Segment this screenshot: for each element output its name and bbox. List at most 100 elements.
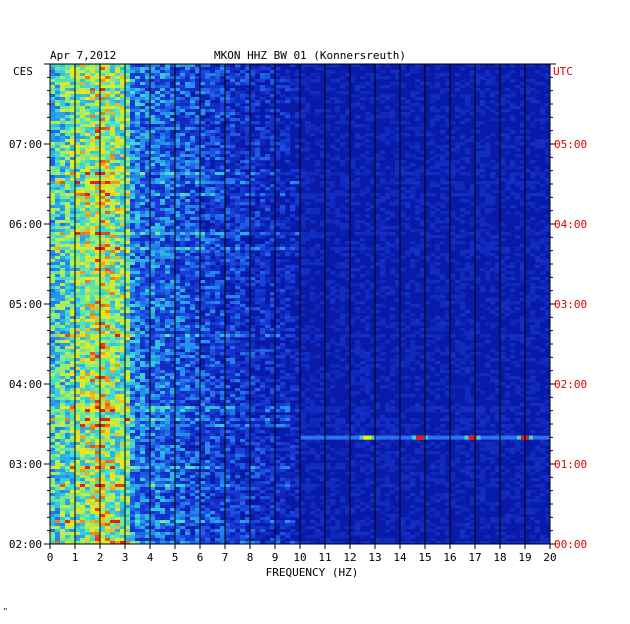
heatmap-cell [230, 73, 236, 77]
heatmap-cell [200, 202, 206, 206]
heatmap-cell [235, 277, 241, 281]
heatmap-cell [465, 250, 471, 254]
heatmap-cell [110, 157, 116, 161]
heatmap-cell [230, 211, 236, 215]
heatmap-cell [70, 106, 76, 110]
heatmap-cell [445, 79, 451, 83]
heatmap-cell [95, 130, 101, 134]
heatmap-cell [145, 127, 151, 131]
heatmap-cell [355, 283, 361, 287]
heatmap-cell [310, 133, 316, 137]
heatmap-cell [195, 196, 201, 200]
heatmap-cell [155, 148, 161, 152]
heatmap-cell [80, 145, 86, 149]
heatmap-cell [90, 220, 96, 224]
heatmap-cell [465, 109, 471, 113]
heatmap-cell [170, 232, 176, 236]
heatmap-cell [80, 202, 86, 206]
heatmap-cell [545, 160, 550, 164]
heatmap-cell [230, 196, 236, 200]
heatmap-cell [520, 220, 526, 224]
heatmap-cell [120, 214, 126, 218]
heatmap-cell [140, 76, 146, 80]
heatmap-cell [440, 211, 446, 215]
heatmap-cell [120, 127, 126, 131]
heatmap-cell [125, 115, 131, 119]
heatmap-cell [360, 244, 366, 248]
heatmap-cell [340, 91, 346, 95]
heatmap-cell [170, 274, 176, 278]
heatmap-cell [480, 202, 486, 206]
heatmap-cell [285, 283, 291, 287]
heatmap-cell [195, 235, 201, 239]
heatmap-cell [225, 145, 231, 149]
heatmap-cell [360, 193, 366, 197]
heatmap-cell [220, 190, 226, 194]
heatmap-cell [110, 286, 116, 290]
heatmap-cell [90, 304, 96, 308]
heatmap-cell [90, 265, 96, 269]
heatmap-cell [85, 82, 91, 86]
heatmap-cell [125, 82, 131, 86]
heatmap-cell [185, 160, 191, 164]
heatmap-cell [510, 166, 516, 170]
heatmap-cell [515, 172, 521, 176]
heatmap-cell [190, 73, 196, 77]
heatmap-cell [500, 163, 506, 167]
heatmap-cell [75, 184, 81, 188]
heatmap-cell [210, 175, 216, 179]
heatmap-cell [280, 205, 286, 209]
heatmap-cell [85, 298, 91, 302]
heatmap-cell [260, 64, 266, 68]
heatmap-cell [145, 199, 151, 203]
heatmap-cell [130, 73, 136, 77]
heatmap-cell [130, 229, 136, 233]
heatmap-cell [80, 301, 86, 305]
heatmap-cell [160, 67, 166, 71]
heatmap-cell [65, 208, 71, 212]
heatmap-cell [150, 79, 156, 83]
heatmap-cell [530, 175, 536, 179]
heatmap-cell [80, 154, 86, 158]
heatmap-cell [200, 88, 206, 92]
heatmap-cell [485, 151, 491, 155]
heatmap-cell [170, 292, 176, 296]
heatmap-cell [460, 286, 466, 290]
heatmap-cell [175, 301, 181, 305]
heatmap-cell [155, 73, 161, 77]
heatmap-cell [135, 145, 141, 149]
heatmap-cell [60, 202, 66, 206]
heatmap-cell [155, 103, 161, 107]
heatmap-cell [460, 214, 466, 218]
heatmap-cell [115, 226, 121, 230]
heatmap-cell [185, 220, 191, 224]
heatmap-cell [410, 91, 416, 95]
heatmap-cell [50, 115, 56, 119]
heatmap-cell [260, 295, 266, 299]
heatmap-cell [470, 244, 476, 248]
heatmap-cell [505, 166, 511, 170]
heatmap-cell [300, 139, 306, 143]
heatmap-cell [310, 229, 316, 233]
heatmap-cell [405, 283, 411, 287]
heatmap-cell [95, 304, 101, 308]
heatmap-cell [60, 178, 66, 182]
heatmap-cell [75, 112, 81, 116]
heatmap-cell [520, 199, 526, 203]
heatmap-cell [465, 94, 471, 98]
heatmap-cell [295, 115, 301, 119]
heatmap-cell [140, 184, 146, 188]
heatmap-cell [120, 292, 126, 296]
heatmap-cell [500, 259, 506, 263]
heatmap-cell [400, 202, 406, 206]
heatmap-cell [340, 289, 346, 293]
heatmap-cell [485, 136, 491, 140]
heatmap-cell [435, 97, 441, 101]
heatmap-cell [165, 280, 171, 284]
heatmap-cell [320, 175, 326, 179]
heatmap-cell [100, 214, 106, 218]
heatmap-cell [65, 211, 71, 215]
heatmap-cell [175, 127, 181, 131]
heatmap-cell [325, 187, 331, 191]
heatmap-cell [55, 220, 61, 224]
